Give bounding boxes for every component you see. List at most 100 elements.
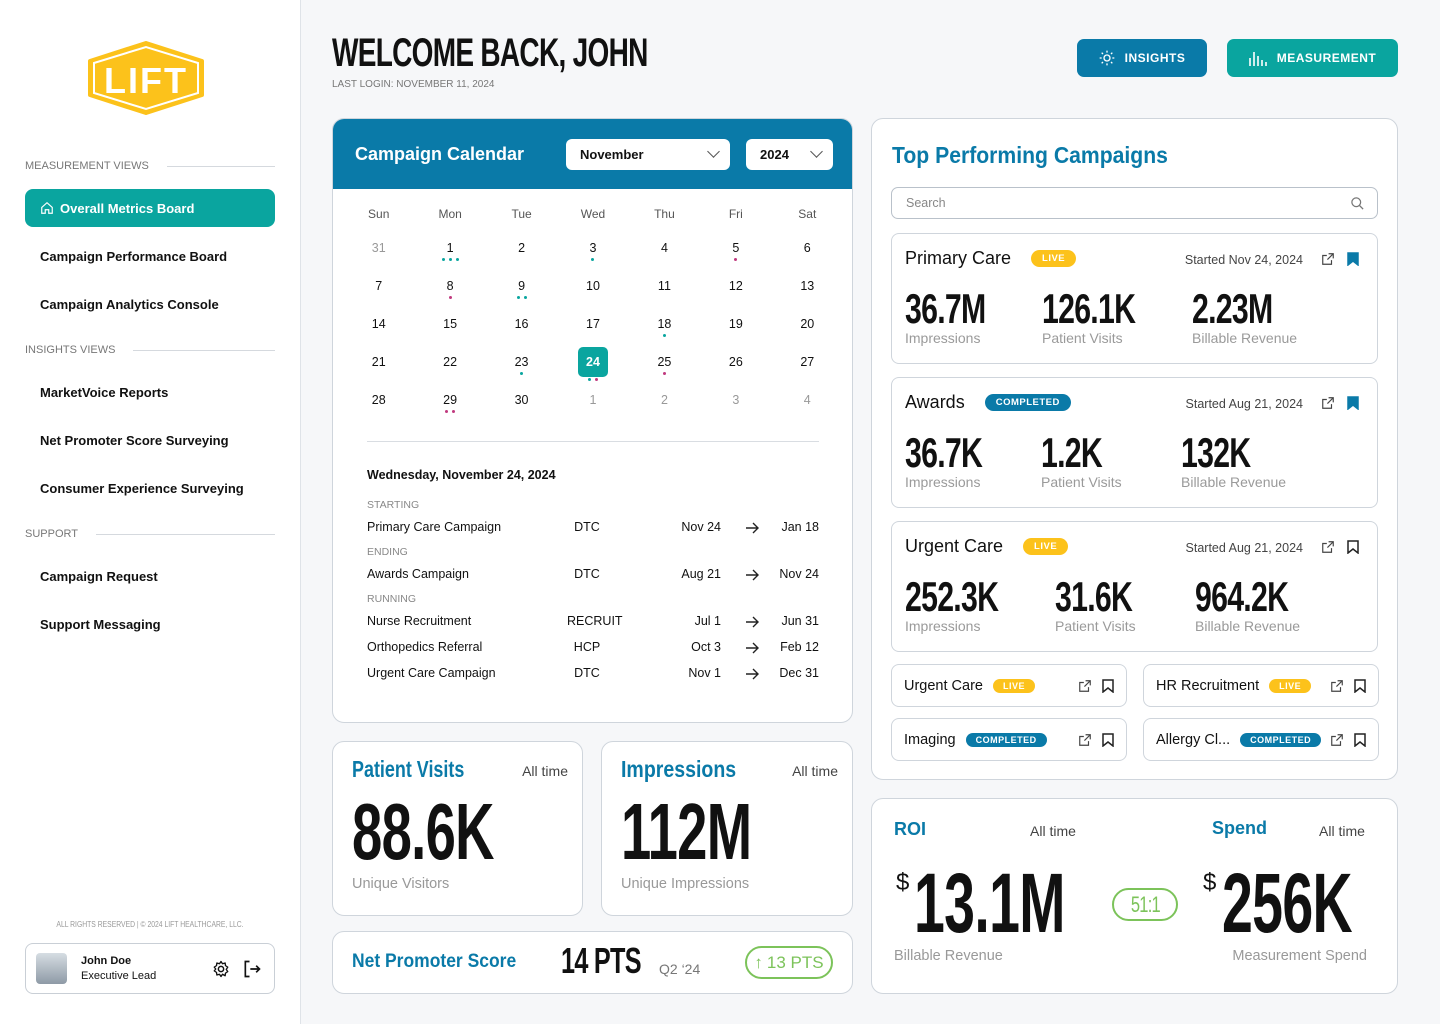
- calendar-day[interactable]: 13: [772, 277, 843, 315]
- nps-card: Net Promoter Score 14 PTS Q2 ‘24 ↑ 13 PTS: [332, 931, 853, 994]
- calendar-day[interactable]: 19: [700, 315, 771, 353]
- calendar-day[interactable]: 31: [343, 239, 414, 277]
- calendar-day[interactable]: 25: [629, 353, 700, 391]
- external-link-icon[interactable]: [1330, 733, 1344, 747]
- campaign-metric: 126.1K Patient Visits: [1042, 286, 1171, 347]
- calendar-day[interactable]: 12: [700, 277, 771, 315]
- calendar-day[interactable]: 20: [772, 315, 843, 353]
- event-row[interactable]: Nurse Recruitment RECRUIT Jul 1 Jun 31: [367, 614, 819, 630]
- period: All time: [522, 763, 568, 779]
- event-row[interactable]: Awards Campaign DTC Aug 21 Nov 24: [367, 567, 819, 583]
- calendar-day[interactable]: 1: [557, 391, 628, 429]
- calendar-day[interactable]: 2: [486, 239, 557, 277]
- calendar-day[interactable]: 29: [414, 391, 485, 429]
- roi-value: 13.1M: [914, 856, 1065, 950]
- calendar-day[interactable]: 24: [557, 347, 628, 391]
- event-dots: [486, 372, 557, 375]
- sidebar-item-marketvoice-reports[interactable]: MarketVoice Reports: [25, 373, 275, 411]
- calendar-day[interactable]: 23: [486, 353, 557, 391]
- event-name: Urgent Care Campaign: [367, 666, 496, 680]
- day-number: 8: [446, 279, 454, 293]
- section-label: INSIGHTS VIEWS: [25, 344, 116, 356]
- month-select[interactable]: November: [566, 139, 730, 170]
- sidebar-item-campaign-analytics-console[interactable]: Campaign Analytics Console: [25, 285, 275, 323]
- calendar-day[interactable]: 1: [414, 239, 485, 277]
- calendar-day[interactable]: 27: [772, 353, 843, 391]
- bookmark-icon[interactable]: [1347, 540, 1361, 555]
- campaign-chip[interactable]: Imaging COMPLETED: [891, 718, 1127, 761]
- search-input[interactable]: Search: [891, 187, 1378, 219]
- lift-logo[interactable]: LIFT: [84, 41, 208, 115]
- calendar-day[interactable]: 28: [343, 391, 414, 429]
- insights-button[interactable]: INSIGHTS: [1077, 39, 1207, 77]
- external-link-icon[interactable]: [1321, 540, 1335, 554]
- calendar-day[interactable]: 17: [557, 315, 628, 353]
- event-row[interactable]: Primary Care Campaign DTC Nov 24 Jan 18: [367, 520, 819, 536]
- section-label: MEASUREMENT VIEWS: [25, 160, 149, 172]
- calendar-day[interactable]: 22: [414, 353, 485, 391]
- year-select[interactable]: 2024: [746, 139, 833, 170]
- avatar[interactable]: [36, 953, 67, 984]
- logout-icon[interactable]: [242, 959, 262, 979]
- sidebar-item-campaign-performance-board[interactable]: Campaign Performance Board: [25, 237, 275, 275]
- roi-title: ROI: [894, 819, 927, 839]
- calendar-day[interactable]: 15: [414, 315, 485, 353]
- calendar-day[interactable]: 3: [557, 239, 628, 277]
- bookmark-icon[interactable]: [1102, 679, 1116, 694]
- calendar-day[interactable]: 9: [486, 277, 557, 315]
- campaign-card[interactable]: Primary Care LIVE Started Nov 24, 2024 36.7…: [891, 233, 1378, 364]
- external-link-icon[interactable]: [1078, 733, 1092, 747]
- calendar-day[interactable]: 14: [343, 315, 414, 353]
- bookmark-icon[interactable]: [1102, 733, 1116, 748]
- calendar-day[interactable]: 26: [700, 353, 771, 391]
- calendar-day[interactable]: 18: [629, 315, 700, 353]
- measurement-button[interactable]: MEASUREMENT: [1227, 39, 1398, 77]
- calendar-header: Campaign Calendar November 2024: [333, 119, 852, 189]
- campaign-chip[interactable]: Allergy Cl... COMPLETED: [1143, 718, 1379, 761]
- sidebar-item-overall-metrics-board[interactable]: Overall Metrics Board: [25, 189, 275, 227]
- sidebar-item-consumer-experience-surveying[interactable]: Consumer Experience Surveying: [25, 469, 275, 507]
- sidebar: LIFT MEASUREMENT VIEWS Overall Metrics Bo…: [0, 0, 301, 1024]
- campaign-chip[interactable]: Urgent Care LIVE: [891, 664, 1127, 707]
- campaign-chip[interactable]: HR Recruitment LIVE: [1143, 664, 1379, 707]
- external-link-icon[interactable]: [1321, 252, 1335, 266]
- calendar-day[interactable]: 5: [700, 239, 771, 277]
- campaign-card[interactable]: Urgent Care LIVE Started Aug 21, 2024 252.3…: [891, 521, 1378, 652]
- calendar-day[interactable]: 4: [629, 239, 700, 277]
- nps-title: Net Promoter Score: [352, 951, 517, 972]
- calendar-day[interactable]: 21: [343, 353, 414, 391]
- campaign-card[interactable]: Awards COMPLETED Started Aug 21, 2024 36.7K…: [891, 377, 1378, 508]
- external-link-icon[interactable]: [1330, 679, 1344, 693]
- sidebar-item-net-promoter-score-surveying[interactable]: Net Promoter Score Surveying: [25, 421, 275, 459]
- day-number: 28: [371, 393, 386, 407]
- calendar-day[interactable]: 8: [414, 277, 485, 315]
- gear-icon[interactable]: [212, 960, 230, 978]
- sidebar-item-label: Campaign Performance Board: [40, 248, 228, 264]
- sidebar-item-support-messaging[interactable]: Support Messaging: [25, 605, 275, 643]
- bookmark-icon[interactable]: [1347, 396, 1361, 411]
- search-icon[interactable]: [1350, 196, 1365, 211]
- day-number: 20: [800, 317, 815, 331]
- day-number: 5: [732, 241, 740, 255]
- calendar-day[interactable]: 4: [772, 391, 843, 429]
- event-start: Aug 21: [681, 567, 721, 581]
- campaign-start-date: Started Aug 21, 2024: [1185, 397, 1303, 411]
- calendar-day[interactable]: 30: [486, 391, 557, 429]
- calendar-day[interactable]: 3: [700, 391, 771, 429]
- calendar-day[interactable]: 11: [629, 277, 700, 315]
- bookmark-icon[interactable]: [1354, 733, 1368, 748]
- calendar-day[interactable]: 7: [343, 277, 414, 315]
- external-link-icon[interactable]: [1078, 679, 1092, 693]
- campaign-metric: 964.2K Billable Revenue: [1195, 574, 1324, 635]
- event-row[interactable]: Urgent Care Campaign DTC Nov 1 Dec 31: [367, 666, 819, 682]
- external-link-icon[interactable]: [1321, 396, 1335, 410]
- calendar-day[interactable]: 6: [772, 239, 843, 277]
- bookmark-icon[interactable]: [1347, 252, 1361, 267]
- calendar-day[interactable]: 10: [557, 277, 628, 315]
- calendar-day[interactable]: 2: [629, 391, 700, 429]
- bookmark-icon[interactable]: [1354, 679, 1368, 694]
- event-row[interactable]: Orthopedics Referral HCP Oct 3 Feb 12: [367, 640, 819, 656]
- arrow: [746, 569, 760, 584]
- calendar-day[interactable]: 16: [486, 315, 557, 353]
- sidebar-item-campaign-request[interactable]: Campaign Request: [25, 557, 275, 595]
